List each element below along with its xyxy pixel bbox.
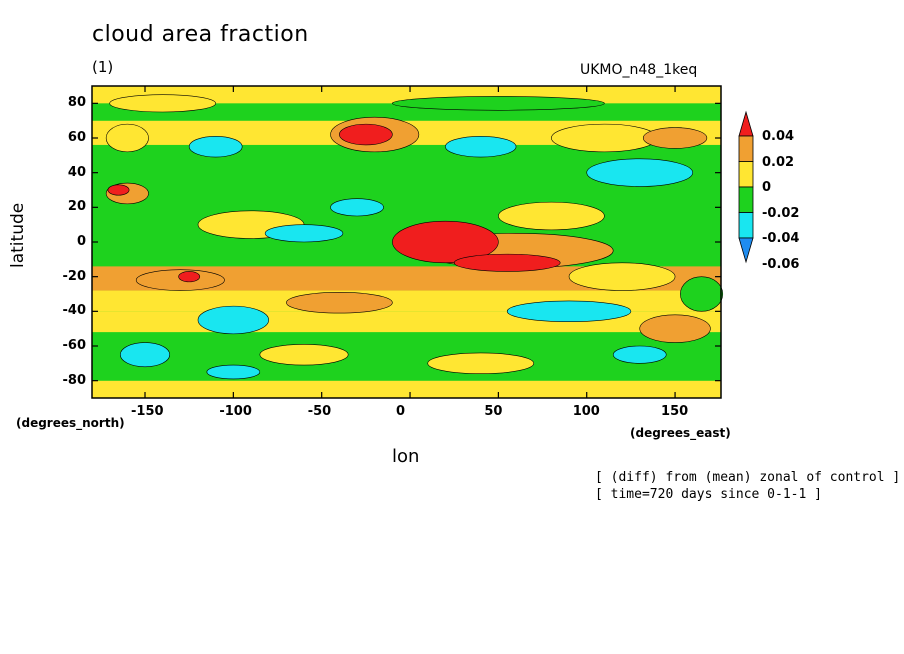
colorbar-label: -0.04: [762, 231, 800, 246]
x-axis-label: lon: [392, 446, 420, 467]
field-blob: [259, 343, 349, 366]
field-blob: [119, 342, 171, 368]
y-tick-label: 60: [67, 130, 86, 145]
field-blob: [680, 276, 724, 312]
colorbar-label: 0: [762, 180, 772, 195]
colorbar-label: -0.06: [762, 256, 800, 272]
colorbar-segment: [738, 161, 754, 188]
note-diff: [ (diff) from (mean) zonal of control ]: [595, 470, 901, 485]
y-axis-units: (degrees_north): [16, 416, 125, 430]
field-band: [92, 380, 721, 398]
colorbar-segment: [738, 212, 754, 239]
x-tick-label: -50: [307, 404, 332, 419]
field-blob: [392, 96, 605, 111]
field-blob: [105, 123, 149, 153]
tick-layer: [92, 86, 721, 398]
x-axis-units: (degrees_east): [630, 426, 731, 440]
field-blob: [107, 184, 130, 196]
field-blob: [639, 314, 711, 343]
field-blob: [135, 269, 225, 291]
chart-title: cloud area fraction: [92, 22, 309, 47]
field-blob: [612, 345, 667, 364]
field-blob: [642, 127, 708, 149]
y-tick-label: -60: [62, 338, 87, 353]
field-blob: [206, 364, 261, 380]
colorbar-label: 0.02: [762, 154, 795, 170]
field-blob: [445, 135, 517, 158]
field-blob: [586, 158, 694, 187]
y-tick-label: -80: [62, 372, 87, 388]
field-blob: [109, 94, 216, 113]
colorbar-segment: [738, 135, 754, 162]
field-blob: [551, 123, 658, 153]
field-blob: [453, 253, 561, 272]
colorbar-extend-high: [738, 110, 754, 137]
x-tick-label: -100: [219, 404, 252, 419]
colorbar-label: -0.02: [762, 205, 800, 221]
field-band: [92, 356, 721, 381]
colorbar-segment: [738, 186, 754, 213]
x-tick-label: 50: [484, 404, 503, 419]
field-blob: [339, 123, 393, 146]
colorbar-label: 0.04: [762, 129, 795, 144]
colorbar: [738, 110, 754, 264]
y-tick-label: 0: [76, 234, 86, 249]
model-name: UKMO_n48_1keq: [580, 62, 698, 78]
field-blob: [498, 201, 605, 231]
field-blob: [286, 291, 393, 314]
field-blob: [330, 198, 384, 217]
field-band: [92, 193, 721, 218]
field-blob: [392, 220, 499, 264]
y-axis-label: latitude: [8, 202, 28, 268]
field-blob: [568, 262, 676, 291]
x-tick-label: 100: [572, 404, 600, 419]
field-blob: [197, 305, 269, 335]
y-tick-label: -40: [62, 303, 87, 319]
colorbar-extend-low: [738, 237, 754, 264]
y-tick-label: -20: [62, 268, 87, 284]
x-tick-label: -150: [131, 404, 164, 419]
field-layer: [92, 86, 724, 398]
y-tick-label: 20: [67, 199, 86, 215]
y-tick-label: 80: [67, 95, 86, 111]
field-blob: [427, 352, 535, 375]
x-tick-label: 150: [661, 404, 689, 419]
field-blob: [506, 300, 632, 323]
chart-subtitle: (1): [92, 58, 114, 76]
note-time: [ time=720 days since 0-1-1 ]: [595, 487, 822, 502]
x-tick-label: 0: [396, 404, 406, 419]
field-blob: [188, 135, 243, 158]
y-tick-label: 40: [67, 164, 86, 180]
field-blob: [264, 224, 344, 243]
field-blob: [178, 271, 201, 283]
